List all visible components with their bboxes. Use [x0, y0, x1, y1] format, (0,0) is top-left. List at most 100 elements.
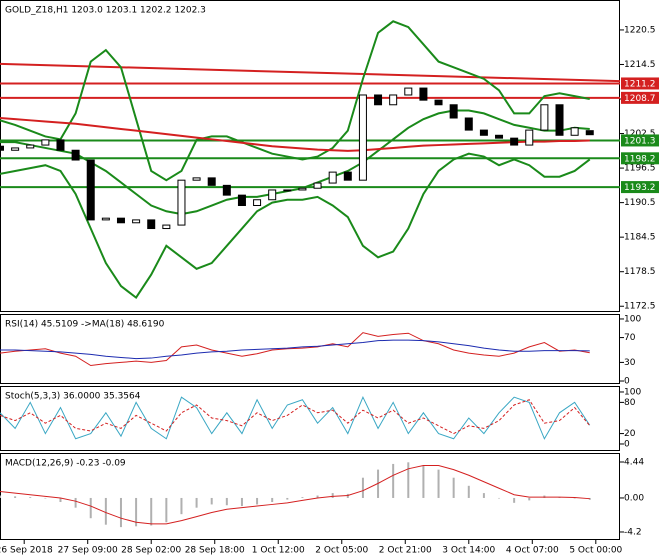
- y-tick-label: 0: [624, 439, 630, 449]
- y-tick-label: -4.2: [624, 527, 642, 537]
- histogram-bar: [135, 497, 138, 527]
- candle: [404, 87, 413, 96]
- histogram-bar: [74, 497, 77, 508]
- histogram-bar: [104, 497, 107, 525]
- candle: [132, 219, 141, 224]
- x-tick-label: 28 Sep 02:00: [121, 546, 181, 556]
- level-tag: [621, 134, 659, 147]
- x-tick-label: 2 Oct 05:00: [315, 546, 368, 556]
- candle: [510, 137, 519, 146]
- candle: [434, 99, 443, 106]
- series-line: [0, 399, 591, 435]
- panel-frame: [0, 0, 620, 312]
- histogram-bar: [331, 493, 334, 498]
- candle: [389, 94, 398, 106]
- level-tag: [621, 181, 659, 194]
- histogram-bar: [482, 493, 485, 498]
- panel-frame: [0, 453, 620, 540]
- candle: [162, 224, 171, 230]
- candle: [222, 184, 231, 196]
- level-tag: [621, 152, 659, 165]
- series-line: [0, 152, 591, 300]
- y-tick-label: 100: [624, 314, 641, 324]
- histogram-bar: [89, 497, 92, 519]
- y-tick-label: 1172.5: [624, 302, 656, 312]
- y-tick-label: 1214.5: [624, 60, 656, 70]
- candle: [464, 117, 473, 131]
- candle: [585, 130, 594, 136]
- candle: [147, 219, 156, 230]
- histogram-bar: [498, 497, 501, 499]
- x-tick-label: 3 Oct 14:00: [442, 546, 495, 556]
- candle: [328, 171, 337, 184]
- candle: [343, 171, 352, 181]
- panel-title: Stoch(5,3,3) 36.0000 35.3564: [5, 392, 141, 402]
- candle: [11, 147, 20, 151]
- histogram-bar: [150, 497, 153, 526]
- y-tick-label: 4.44: [624, 457, 644, 467]
- histogram-bar: [119, 497, 122, 528]
- candle: [268, 189, 277, 201]
- histogram-bar: [422, 465, 425, 498]
- y-tick-label: 1220.5: [624, 25, 656, 35]
- panel-title: GOLD_Z18,H1 1203.0 1203.1 1202.2 1202.3: [5, 6, 206, 16]
- candle: [101, 217, 110, 221]
- candle: [540, 104, 549, 131]
- x-tick-label: 27 Sep 09:00: [58, 546, 118, 556]
- histogram-bar: [407, 462, 410, 498]
- histogram-bar: [316, 495, 319, 498]
- histogram-bar: [195, 497, 198, 508]
- candle: [207, 177, 216, 186]
- y-tick-label: 30: [624, 358, 636, 368]
- candle: [449, 104, 458, 119]
- level-label: 1211.2: [624, 79, 656, 89]
- histogram-bar: [588, 497, 591, 500]
- histogram-bar: [165, 497, 168, 523]
- candle: [419, 87, 428, 101]
- x-tick-label: 5 Oct 00:00: [569, 546, 622, 556]
- candle: [192, 177, 201, 181]
- y-tick-label: 1184.5: [624, 233, 656, 243]
- histogram-bar: [180, 497, 183, 515]
- candle: [570, 127, 579, 136]
- candle: [26, 144, 35, 149]
- candle: [358, 94, 367, 181]
- histogram-bar: [225, 497, 228, 506]
- histogram-bar: [29, 497, 32, 498]
- series-line: [0, 395, 591, 440]
- histogram-bar: [573, 497, 576, 499]
- y-tick-label: 1178.5: [624, 267, 656, 277]
- histogram-bar: [0, 495, 1, 498]
- panel-frame: [0, 314, 620, 384]
- x-tick-label: 26 Sep 2018: [0, 546, 53, 556]
- histogram-bar: [59, 497, 62, 503]
- panel-title: RSI(14) 45.5109 ->MA(18) 48.6190: [5, 320, 165, 330]
- histogram-bar: [513, 497, 516, 503]
- panel-frame: [0, 386, 620, 451]
- candle: [71, 149, 80, 161]
- level-label: 1201.3: [624, 136, 656, 146]
- x-tick-label: 2 Oct 21:00: [379, 546, 432, 556]
- histogram-bar: [286, 497, 289, 500]
- candle: [86, 159, 95, 221]
- y-tick-label: 20: [624, 429, 636, 439]
- candle: [283, 189, 292, 192]
- candle: [0, 145, 4, 151]
- panel-title: MACD(12,26,9) -0.23 -0.09: [5, 459, 126, 469]
- y-tick-label: 0.00: [624, 493, 644, 503]
- level-tag: [621, 77, 659, 90]
- histogram-bar: [240, 497, 243, 507]
- trendline: [0, 62, 621, 83]
- y-tick-label: 1196.5: [624, 164, 656, 174]
- y-tick-label: 0: [624, 377, 630, 387]
- level-tag: [621, 91, 659, 104]
- series-line: [0, 339, 590, 360]
- histogram-bar: [392, 463, 395, 498]
- series-line: [0, 109, 590, 216]
- histogram-bar: [437, 469, 440, 498]
- histogram-bar: [361, 477, 364, 498]
- histogram-bar: [14, 496, 17, 498]
- candle: [177, 179, 186, 226]
